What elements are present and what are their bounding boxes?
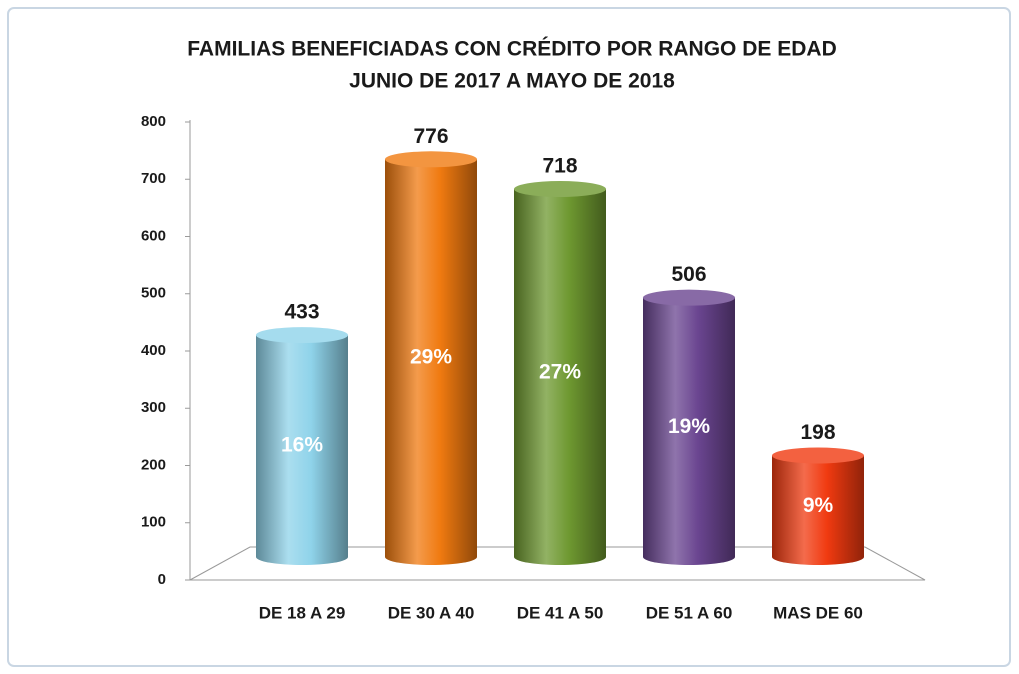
y-tick-label: 800: [141, 113, 166, 130]
y-tick-label: 500: [141, 285, 166, 302]
value-label: 433: [284, 301, 319, 324]
y-tick-label: 200: [141, 456, 166, 473]
share-label: 19%: [668, 415, 710, 438]
y-tick-label: 700: [141, 170, 166, 187]
share-label: 9%: [803, 494, 834, 517]
x-tick-label: MAS DE 60: [773, 603, 863, 622]
value-label: 506: [671, 263, 706, 286]
share-label: 16%: [281, 434, 323, 457]
value-label: 718: [542, 155, 577, 178]
y-tick-label: 600: [141, 227, 166, 244]
bar: [772, 455, 864, 565]
bar-top: [772, 447, 864, 464]
bar: [643, 297, 735, 565]
value-label: 776: [413, 125, 448, 148]
y-tick-label: 400: [141, 342, 166, 359]
chart-subtitle: JUNIO DE 2017 A MAYO DE 2018: [349, 70, 675, 93]
bar-top: [256, 327, 348, 344]
share-label: 27%: [539, 361, 581, 384]
bar: [256, 335, 348, 565]
y-tick-label: 100: [141, 514, 166, 531]
chart-title: FAMILIAS BENEFICIADAS CON CRÉDITO POR RA…: [187, 38, 836, 61]
bar-top: [514, 181, 606, 198]
share-label: 29%: [410, 346, 452, 369]
x-tick-label: DE 41 A 50: [517, 603, 604, 622]
bar: [385, 159, 477, 566]
bar-top: [385, 151, 477, 168]
bar: [514, 189, 606, 565]
bar-top: [643, 289, 735, 306]
x-tick-label: DE 30 A 40: [388, 603, 475, 622]
y-tick-label: 300: [141, 399, 166, 416]
x-tick-label: DE 51 A 60: [646, 603, 733, 622]
value-label: 198: [800, 421, 835, 444]
x-tick-label: DE 18 A 29: [259, 603, 346, 622]
y-tick-label: 0: [158, 571, 166, 588]
